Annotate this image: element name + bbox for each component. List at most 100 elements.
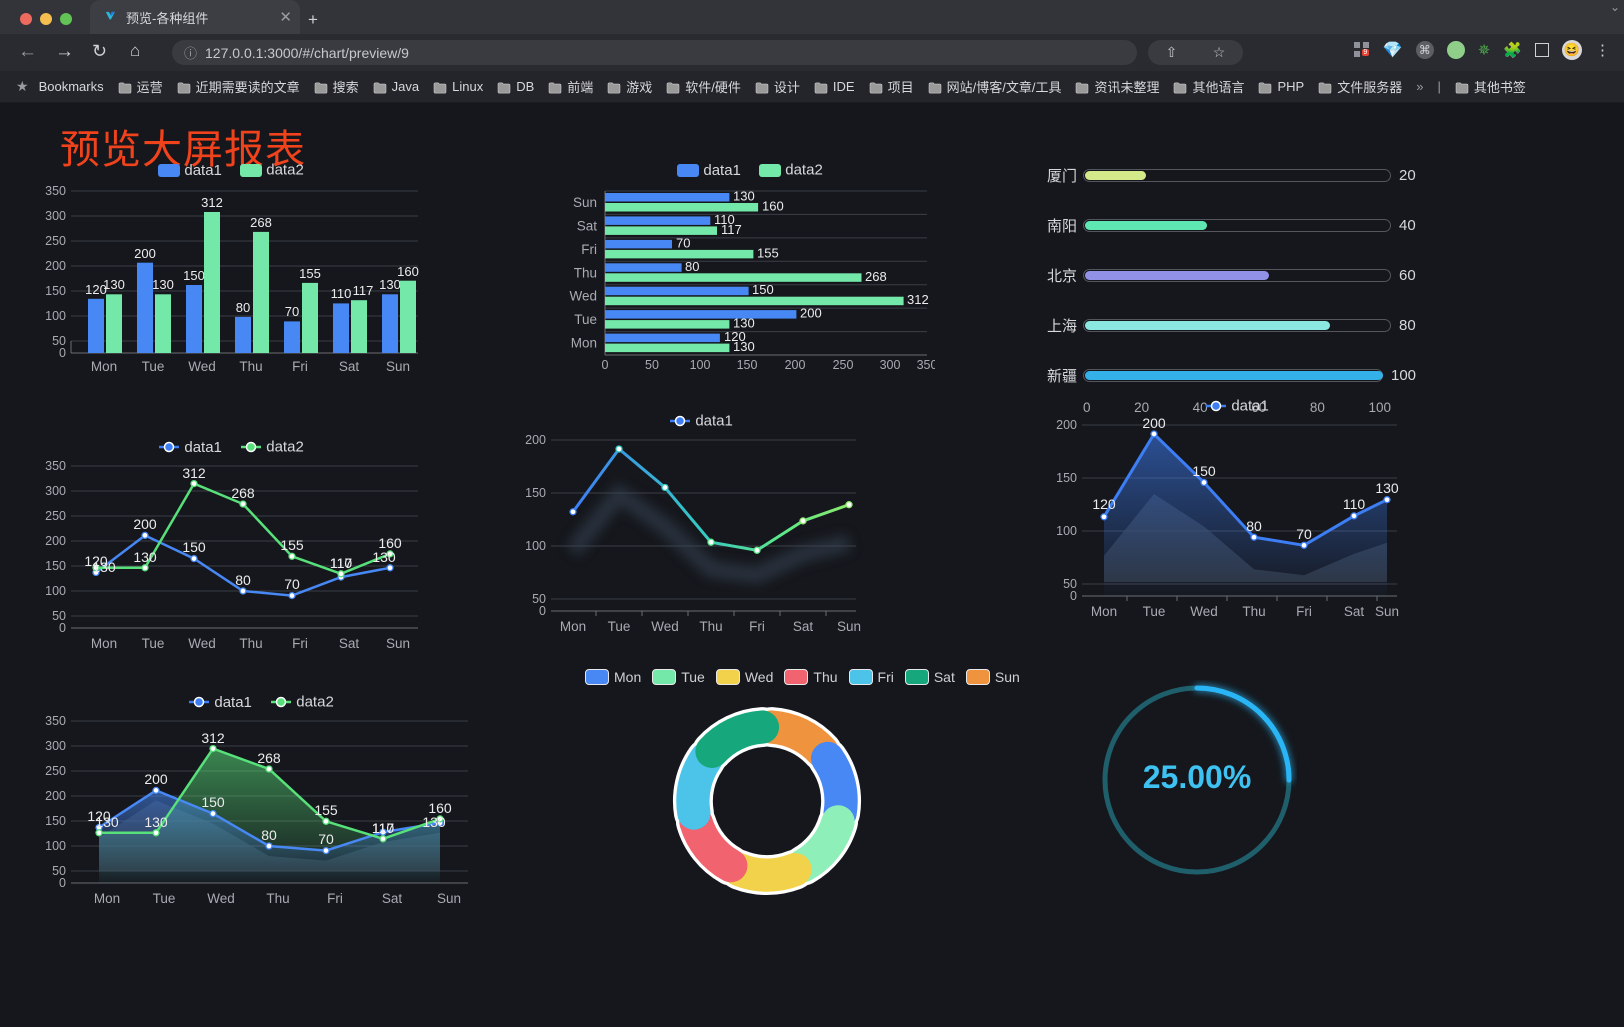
svg-text:Sat: Sat [793, 619, 814, 634]
svg-text:312: 312 [201, 730, 225, 746]
svg-text:130: 130 [733, 188, 755, 203]
svg-text:117: 117 [721, 221, 742, 236]
svg-text:Tue: Tue [153, 891, 176, 906]
svg-text:Tue: Tue [608, 619, 631, 634]
svg-text:200: 200 [45, 789, 66, 803]
svg-text:150: 150 [525, 486, 546, 500]
svg-text:Thu: Thu [699, 619, 722, 634]
svg-text:80: 80 [261, 827, 277, 843]
svg-text:250: 250 [45, 234, 66, 248]
svg-text:312: 312 [907, 292, 929, 307]
svg-text:250: 250 [45, 764, 66, 778]
svg-text:117: 117 [353, 283, 374, 298]
svg-text:110: 110 [1343, 496, 1366, 512]
svg-text:130: 130 [733, 339, 755, 354]
svg-text:100: 100 [45, 309, 66, 323]
svg-text:150: 150 [752, 282, 774, 297]
svg-text:Sun: Sun [437, 891, 461, 906]
svg-text:100: 100 [45, 584, 66, 598]
svg-text:160: 160 [762, 198, 784, 213]
svg-text:Wed: Wed [207, 891, 235, 906]
svg-text:130: 130 [1375, 480, 1399, 496]
svg-text:268: 268 [257, 750, 281, 766]
svg-text:Tue: Tue [1143, 604, 1166, 619]
svg-text:Sat: Sat [339, 359, 360, 374]
svg-text:70: 70 [676, 235, 690, 250]
svg-text:70: 70 [318, 831, 334, 847]
svg-text:Mon: Mon [571, 335, 597, 350]
svg-text:300: 300 [45, 484, 66, 498]
svg-text:Fri: Fri [292, 636, 308, 651]
svg-text:200: 200 [1142, 417, 1166, 431]
svg-text:50: 50 [645, 358, 659, 372]
svg-text:130: 130 [92, 559, 116, 575]
svg-text:200: 200 [45, 534, 66, 548]
svg-text:130: 130 [152, 277, 174, 292]
svg-text:0: 0 [59, 621, 66, 635]
svg-text:312: 312 [182, 465, 206, 481]
svg-text:130: 130 [95, 814, 119, 830]
svg-text:100: 100 [1056, 524, 1077, 538]
svg-text:250: 250 [833, 358, 854, 372]
svg-text:150: 150 [183, 268, 205, 283]
svg-text:150: 150 [1192, 463, 1216, 479]
svg-text:Mon: Mon [94, 891, 120, 906]
svg-text:130: 130 [133, 549, 157, 565]
svg-text:100: 100 [690, 358, 711, 372]
svg-text:Thu: Thu [574, 265, 597, 280]
svg-text:150: 150 [45, 559, 66, 573]
svg-text:Sat: Sat [1344, 604, 1365, 619]
svg-text:Thu: Thu [1242, 604, 1265, 619]
svg-text:100: 100 [45, 839, 66, 853]
svg-text:Sun: Sun [386, 636, 410, 651]
svg-text:150: 150 [45, 814, 66, 828]
svg-text:80: 80 [1246, 518, 1262, 534]
svg-text:130: 130 [103, 277, 125, 292]
svg-text:Sat: Sat [382, 891, 403, 906]
svg-text:0: 0 [539, 604, 546, 618]
svg-text:155: 155 [299, 266, 321, 281]
svg-text:130: 130 [379, 277, 401, 292]
svg-text:Mon: Mon [91, 636, 117, 651]
svg-text:155: 155 [280, 537, 304, 553]
svg-text:130: 130 [372, 549, 396, 565]
svg-text:70: 70 [284, 576, 300, 592]
svg-text:Sat: Sat [577, 218, 598, 233]
svg-text:250: 250 [45, 509, 66, 523]
svg-text:80: 80 [235, 572, 251, 588]
svg-text:268: 268 [231, 485, 255, 501]
svg-text:Thu: Thu [239, 636, 262, 651]
svg-text:350: 350 [45, 459, 66, 473]
svg-text:200: 200 [800, 305, 822, 320]
svg-text:70: 70 [1296, 526, 1312, 542]
svg-text:200: 200 [144, 771, 168, 787]
svg-text:150: 150 [201, 794, 225, 810]
svg-text:80: 80 [236, 300, 250, 315]
svg-text:200: 200 [525, 433, 546, 447]
svg-text:0: 0 [59, 876, 66, 890]
svg-text:110: 110 [331, 286, 352, 301]
svg-text:150: 150 [182, 539, 206, 555]
svg-text:Tue: Tue [574, 312, 597, 327]
svg-text:70: 70 [285, 304, 299, 319]
svg-text:Mon: Mon [91, 359, 117, 374]
svg-text:268: 268 [250, 215, 272, 230]
svg-text:Wed: Wed [1190, 604, 1218, 619]
svg-text:300: 300 [880, 358, 901, 372]
svg-text:Fri: Fri [1296, 604, 1312, 619]
svg-text:Sun: Sun [573, 195, 597, 210]
svg-text:Tue: Tue [142, 359, 165, 374]
svg-text:Mon: Mon [1091, 604, 1117, 619]
svg-text:312: 312 [201, 195, 223, 210]
svg-text:0: 0 [59, 346, 66, 360]
svg-text:Fri: Fri [749, 619, 765, 634]
svg-text:Wed: Wed [651, 619, 679, 634]
svg-text:Sun: Sun [1375, 604, 1399, 619]
svg-text:150: 150 [737, 358, 758, 372]
svg-text:300: 300 [45, 209, 66, 223]
svg-text:200: 200 [785, 358, 806, 372]
svg-text:130: 130 [422, 814, 446, 830]
svg-text:155: 155 [757, 245, 779, 260]
svg-text:350: 350 [45, 714, 66, 728]
svg-text:160: 160 [397, 264, 419, 279]
